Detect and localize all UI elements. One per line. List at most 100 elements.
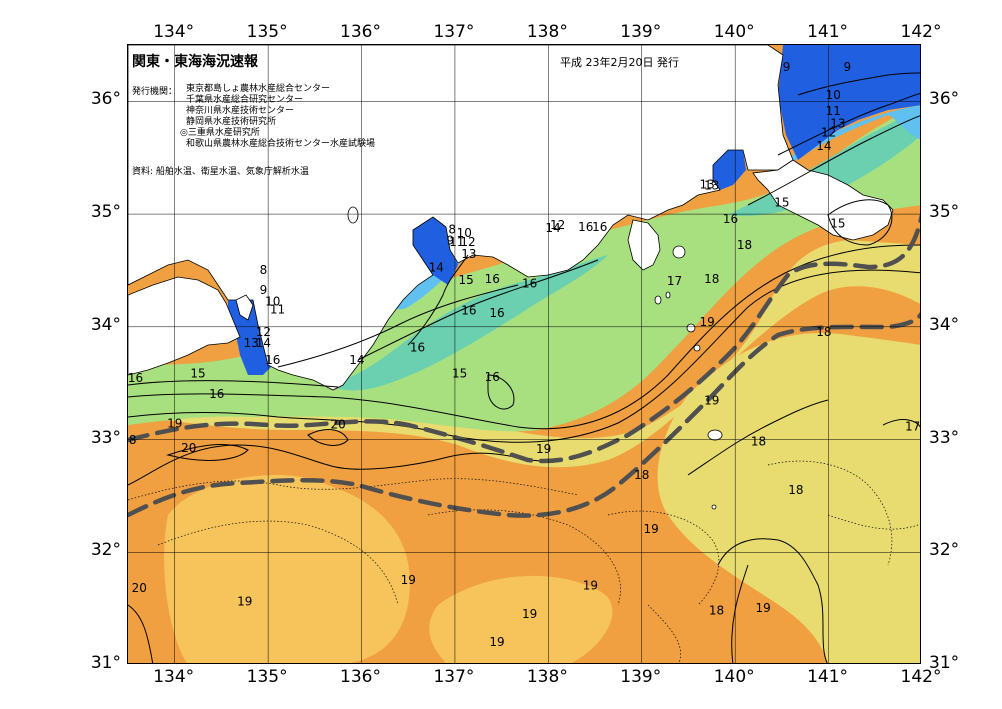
lat-tick-label: 34° <box>90 314 121 335</box>
lat-tick-label: 36° <box>929 89 960 110</box>
isotherm-label: 19 <box>536 442 551 456</box>
isotherm-label: 16 <box>410 341 425 355</box>
lat-tick-label: 33° <box>90 427 121 448</box>
issuer-item: 静岡県水産技術研究所 <box>186 117 277 127</box>
issue-date: 平成 23年2月20日 発行 <box>560 56 679 69</box>
issuer-item: 和歌山県農林水産総合技術センター水産試験場 <box>186 139 376 149</box>
lon-tick-label: 138° <box>526 667 568 687</box>
isotherm-label: 10 <box>826 88 841 102</box>
isotherm-label: 13 <box>830 116 845 130</box>
isotherm-label: 14 <box>429 261 444 275</box>
lat-tick-label: 35° <box>929 202 960 223</box>
isotherm-label: 19 <box>522 607 537 621</box>
sado-island <box>347 206 359 224</box>
isotherm-label: 14 <box>256 336 271 350</box>
isotherm-label: 18 <box>816 325 831 339</box>
lon-tick-label: 141° <box>807 22 849 42</box>
izu-peninsula-land <box>627 219 661 271</box>
isotherm-label: 14 <box>349 353 364 367</box>
isotherm-label: 18 <box>709 603 724 617</box>
warm-light-patch <box>429 575 613 663</box>
issuer-label: 発行機関： <box>132 87 178 97</box>
isotherm-label: 16 <box>723 212 738 226</box>
isotherm-label: 11 <box>270 302 285 316</box>
isotherm-label: 19 <box>237 594 252 608</box>
lat-tick-label: 35° <box>90 202 121 223</box>
map-title: 関東・東海海況速報 <box>132 54 258 70</box>
data-source: 資料: 船舶水温、衛星水温、気象庁解析水温 <box>132 167 309 177</box>
isotherm-label: 12 <box>460 235 475 249</box>
lon-tick-label: 142° <box>900 22 942 42</box>
miyake-island <box>693 344 701 352</box>
lon-tick-label: 139° <box>620 667 662 687</box>
isotherm-label: 18 <box>788 483 803 497</box>
isotherm-label: 19 <box>704 394 719 408</box>
isotherm-label: 13 <box>461 247 476 261</box>
isotherm-label: 11 <box>449 235 464 249</box>
lat-lon-grid <box>128 45 920 663</box>
lon-tick-label: 140° <box>713 667 755 687</box>
lon-tick-label: 141° <box>807 667 849 687</box>
isotherm-label: 19 <box>583 579 598 593</box>
lon-tick-label: 139° <box>620 22 662 42</box>
issuer-item: 千葉県水産総合研究センター <box>186 95 304 105</box>
mid-temperature-zone <box>657 333 920 663</box>
isotherm-label: 11 <box>826 104 841 118</box>
isotherm-label: 15 <box>774 195 789 209</box>
warm-light-patch <box>164 475 410 663</box>
isotherm-label: 14 <box>816 139 831 153</box>
lat-tick-label: 33° <box>929 427 960 448</box>
isotherm-label: 13 <box>244 336 259 350</box>
dotted-isotherms <box>128 460 919 663</box>
shikoku-land <box>128 276 241 376</box>
isotherm-label: 17 <box>667 274 682 288</box>
lat-tick-label: 36° <box>90 89 121 110</box>
isotherm-label: 17 <box>905 420 920 434</box>
isotherm-label: 19 <box>643 522 658 536</box>
lon-tick-label: 136° <box>340 667 381 687</box>
lon-tick-label: 138° <box>526 22 568 42</box>
isotherm-label: 9 <box>260 283 268 297</box>
isotherm-label: 16 <box>128 371 143 385</box>
isotherm-label: 9 <box>843 60 851 74</box>
lat-tick-label: 31° <box>929 653 960 673</box>
aogashima-island <box>711 504 717 510</box>
lon-tick-label: 142° <box>900 667 942 687</box>
isotherm-label: 15 <box>190 367 205 381</box>
issuer-item: 東京都島しょ農林水産総合センター <box>186 84 331 94</box>
isotherm-label: 18 <box>737 238 752 252</box>
isotherm-label: 19 <box>489 635 504 649</box>
isotherm-label: 15 <box>830 217 845 231</box>
isotherm-label: 13 <box>700 177 715 191</box>
isotherm-label: 12 <box>821 125 836 139</box>
oshima-island <box>672 245 686 259</box>
isotherm-label: 19 <box>167 416 182 430</box>
kozushima-island <box>665 291 671 299</box>
lon-tick-label: 140° <box>713 22 755 42</box>
isotherm-label: 18 <box>751 434 766 448</box>
isotherm-label: 20 <box>181 441 196 455</box>
lat-tick-label: 32° <box>90 540 121 561</box>
isotherm-label: 16 <box>522 276 537 290</box>
kashima-sea-cold-water <box>778 45 920 160</box>
isotherm-label: 16 <box>209 387 224 401</box>
isotherm-label: 15 <box>452 367 467 381</box>
isotherm-label: 8 <box>260 263 268 277</box>
issuer-list: 東京都島しょ農林水産総合センター 千葉県水産総合研究センター 神奈川県水産技術セ… <box>180 84 376 150</box>
isotherm-label: 12 <box>550 218 565 232</box>
lon-tick-label: 136° <box>340 22 381 42</box>
isotherm-label: 8 <box>448 222 456 236</box>
issuer-item: ◎三重県水産研究所 <box>180 128 260 138</box>
isotherm-label: 16 <box>485 272 500 286</box>
toshima-island <box>686 323 696 333</box>
lon-tick-label: 135° <box>246 667 288 687</box>
isotherm-label: 19 <box>700 315 715 329</box>
hachijo-island <box>707 429 723 441</box>
ise-bay-cold-water <box>413 217 458 285</box>
isotherm-label: 16 <box>485 370 500 384</box>
issuer-item: 神奈川県水産技術センター <box>186 106 295 116</box>
kuroshio-current-path <box>128 213 920 518</box>
lat-tick-label: 31° <box>90 653 121 673</box>
isotherm-label: 16 <box>578 220 593 234</box>
